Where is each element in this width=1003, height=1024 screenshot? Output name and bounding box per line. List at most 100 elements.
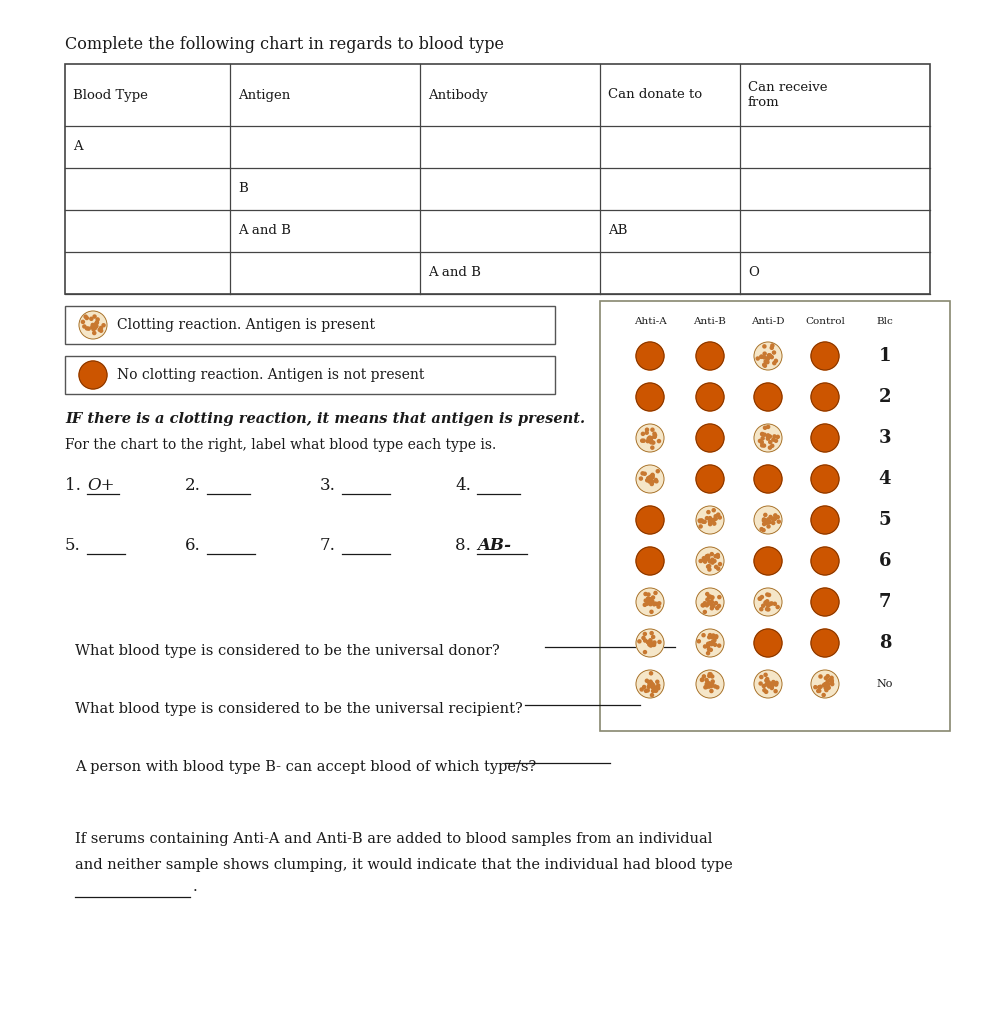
Circle shape: [646, 597, 649, 600]
Circle shape: [760, 443, 763, 446]
Circle shape: [704, 604, 708, 607]
Circle shape: [651, 636, 654, 639]
Circle shape: [764, 601, 767, 604]
Circle shape: [765, 356, 768, 359]
Circle shape: [753, 465, 781, 493]
Circle shape: [643, 633, 646, 636]
Circle shape: [647, 598, 650, 601]
Circle shape: [647, 682, 650, 685]
Circle shape: [707, 517, 711, 520]
Circle shape: [708, 601, 711, 604]
Circle shape: [711, 509, 714, 512]
Circle shape: [770, 682, 773, 685]
Circle shape: [810, 629, 839, 657]
Circle shape: [711, 604, 714, 607]
Circle shape: [656, 605, 659, 608]
Circle shape: [753, 342, 781, 370]
Circle shape: [771, 521, 774, 524]
Circle shape: [710, 680, 713, 683]
Text: .: .: [193, 880, 198, 894]
Circle shape: [707, 675, 710, 678]
Circle shape: [825, 683, 828, 686]
Circle shape: [766, 603, 769, 606]
Circle shape: [763, 602, 766, 605]
Circle shape: [706, 565, 709, 568]
Circle shape: [653, 434, 656, 437]
Circle shape: [825, 675, 828, 678]
Circle shape: [644, 689, 647, 692]
Circle shape: [650, 682, 653, 685]
Circle shape: [764, 690, 767, 693]
Circle shape: [761, 684, 764, 687]
Circle shape: [829, 683, 832, 686]
Circle shape: [764, 679, 767, 682]
Circle shape: [708, 560, 711, 563]
Circle shape: [706, 555, 709, 558]
Circle shape: [646, 477, 649, 480]
Circle shape: [635, 588, 663, 616]
Circle shape: [650, 482, 653, 485]
Text: 6: 6: [878, 552, 891, 570]
Circle shape: [759, 596, 762, 599]
Bar: [600, 301, 949, 731]
Circle shape: [92, 332, 95, 335]
Circle shape: [93, 327, 96, 330]
Circle shape: [710, 675, 713, 678]
Circle shape: [816, 689, 819, 692]
Circle shape: [810, 342, 839, 370]
Circle shape: [773, 439, 776, 442]
Circle shape: [646, 593, 649, 596]
Circle shape: [767, 354, 770, 357]
Circle shape: [94, 325, 98, 328]
Circle shape: [647, 436, 651, 439]
Circle shape: [702, 675, 705, 678]
Circle shape: [647, 437, 650, 440]
Circle shape: [774, 681, 777, 684]
Circle shape: [704, 685, 707, 688]
Circle shape: [92, 328, 95, 331]
Circle shape: [766, 353, 769, 356]
Text: Anti-D: Anti-D: [750, 316, 784, 326]
Circle shape: [656, 684, 659, 687]
Text: O: O: [747, 266, 758, 280]
Text: B: B: [238, 182, 248, 196]
Circle shape: [82, 325, 86, 328]
Circle shape: [706, 554, 709, 557]
Circle shape: [810, 506, 839, 534]
Circle shape: [713, 555, 716, 558]
Circle shape: [635, 629, 663, 657]
Circle shape: [697, 519, 700, 522]
Circle shape: [647, 600, 650, 603]
Circle shape: [773, 514, 776, 517]
Circle shape: [98, 329, 101, 332]
Circle shape: [766, 435, 769, 438]
Circle shape: [647, 478, 650, 481]
Circle shape: [708, 520, 711, 523]
Circle shape: [85, 316, 88, 319]
Text: 2: 2: [878, 388, 891, 406]
Circle shape: [710, 636, 713, 639]
Text: A person with blood type B- can accept blood of which type/s?: A person with blood type B- can accept b…: [75, 760, 536, 774]
Circle shape: [706, 511, 709, 514]
Circle shape: [640, 688, 643, 691]
Circle shape: [821, 693, 824, 696]
Circle shape: [709, 606, 713, 609]
Circle shape: [762, 365, 765, 368]
Circle shape: [649, 672, 652, 675]
Circle shape: [827, 679, 830, 682]
Circle shape: [651, 689, 654, 692]
Circle shape: [707, 564, 710, 567]
Circle shape: [772, 361, 775, 365]
Circle shape: [709, 685, 712, 688]
Circle shape: [710, 682, 713, 685]
Circle shape: [709, 689, 712, 692]
Circle shape: [708, 520, 711, 523]
Circle shape: [695, 547, 723, 575]
Circle shape: [650, 480, 654, 483]
Circle shape: [761, 519, 764, 522]
Circle shape: [99, 327, 102, 330]
Circle shape: [649, 602, 652, 605]
Circle shape: [766, 425, 769, 428]
Circle shape: [766, 518, 769, 521]
Circle shape: [652, 603, 655, 606]
